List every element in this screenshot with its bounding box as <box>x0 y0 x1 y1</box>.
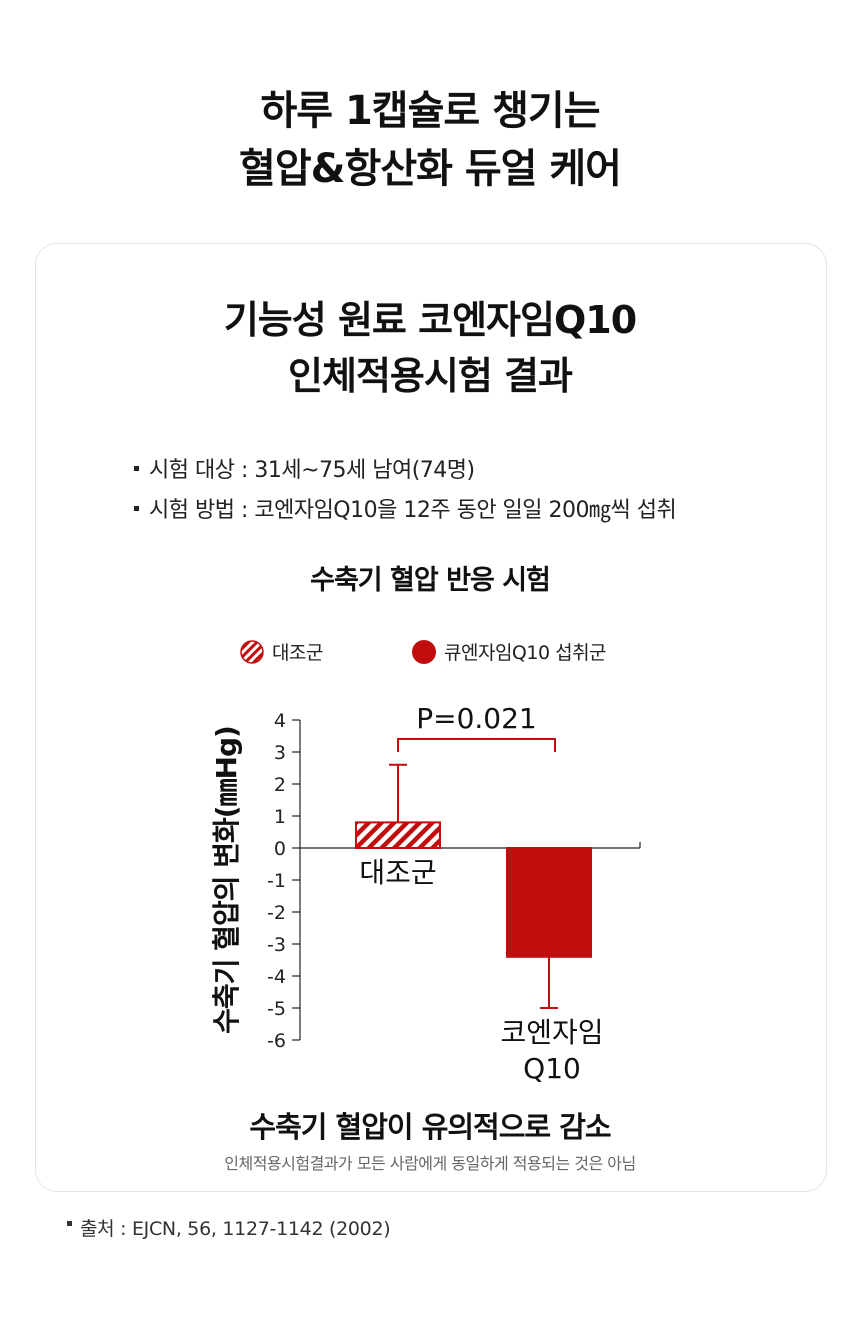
card-title: 기능성 원료 코엔자임Q10 인체적용시험 결과 <box>0 292 860 404</box>
disclaimer-text: 인체적용시험결과가 모든 사람에게 동일하게 적용되는 것은 아님 <box>224 1154 636 1173</box>
info-item-subjects: 시험 대상 : 31세~75세 남여(74명) <box>134 452 475 484</box>
legend-label: 대조군 <box>272 642 323 664</box>
category-label: 코엔자임 Q10 <box>500 1016 603 1085</box>
bullet-icon <box>134 505 139 511</box>
bar-control <box>355 821 441 849</box>
bullet-icon <box>134 465 139 471</box>
headline-line-2: 혈압&항산화 듀얼 케어 <box>239 146 622 192</box>
card-title-line-1: 기능성 원료 코엔자임Q10 <box>223 298 637 342</box>
y-tick-label: -1 <box>267 870 286 892</box>
headline: 하루 1캡슐로 챙기는 혈압&항산화 듀얼 케어 <box>0 82 860 198</box>
y-tick-label: -4 <box>267 966 286 988</box>
legend-item-coq10: 큐엔자임Q10 섭취군 <box>412 638 607 665</box>
y-tick-label: 4 <box>274 710 286 732</box>
y-tick-label: -2 <box>267 902 286 924</box>
y-tick-label: 1 <box>274 806 286 828</box>
legend-label: 큐엔자임Q10 섭취군 <box>444 642 607 664</box>
info-text: 시험 방법 : 코엔자임Q10을 12주 동안 일일 200㎎씩 섭취 <box>149 498 677 523</box>
result-card <box>35 243 827 1192</box>
source-citation: 출처 : EJCN, 56, 1127-1142 (2002) <box>67 1214 391 1241</box>
y-tick-label: -6 <box>267 1030 286 1052</box>
y-tick-label: 0 <box>274 838 286 860</box>
y-tick-label: 2 <box>274 774 286 796</box>
solid-circle-icon <box>412 639 436 664</box>
bullet-icon <box>67 1221 72 1226</box>
chart-title: 수축기 혈압 반응 시험 <box>310 565 551 596</box>
legend-item-control: 대조군 <box>240 638 323 665</box>
y-tick-label: 3 <box>274 742 286 764</box>
p-value-annotation: P=0.021 <box>416 702 537 735</box>
y-tick-label: -5 <box>267 998 286 1020</box>
card-title-line-2: 인체적용시험 결과 <box>288 354 573 398</box>
significance-bracket <box>397 738 556 752</box>
conclusion-text: 수축기 혈압이 유의적으로 감소 <box>249 1110 611 1144</box>
bar-coq10 <box>506 847 592 958</box>
y-tick-label: -3 <box>267 934 286 956</box>
category-label: 대조군 <box>359 856 436 889</box>
hatched-circle-icon <box>240 639 264 664</box>
source-text: 출처 : EJCN, 56, 1127-1142 (2002) <box>80 1218 391 1240</box>
info-item-method: 시험 방법 : 코엔자임Q10을 12주 동안 일일 200㎎씩 섭취 <box>134 492 677 524</box>
headline-line-1: 하루 1캡슐로 챙기는 <box>260 88 600 134</box>
info-text: 시험 대상 : 31세~75세 남여(74명) <box>149 458 475 483</box>
